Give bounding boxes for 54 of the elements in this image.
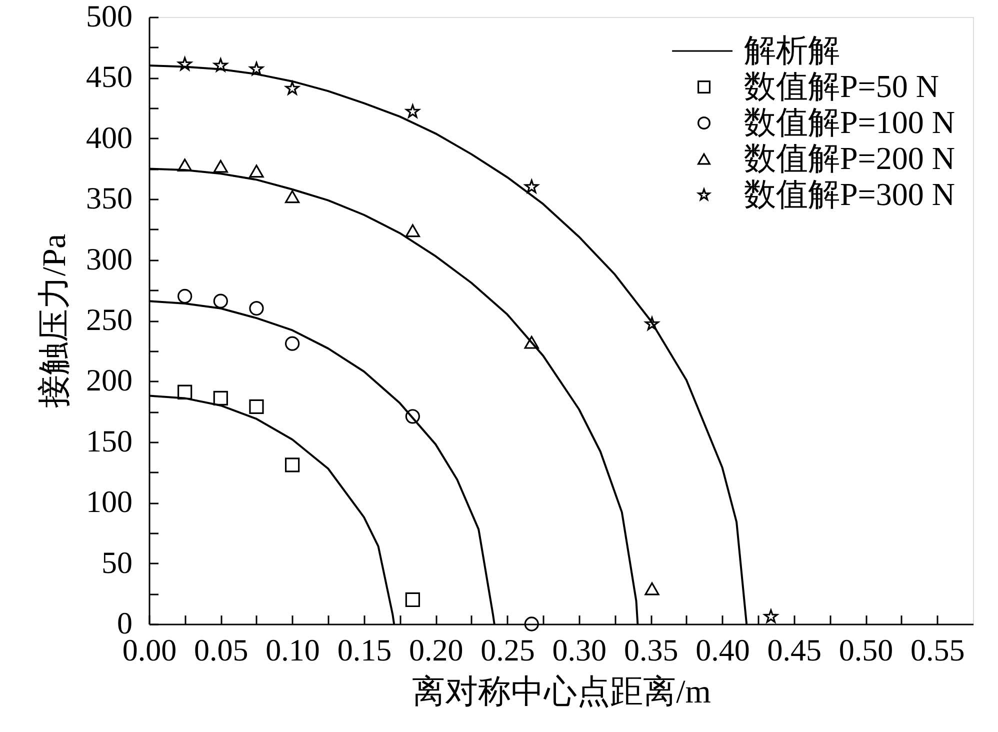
x-tick-label: 0.20 xyxy=(408,632,464,668)
legend-label: 数值解P=300 N xyxy=(744,176,955,212)
y-tick-label: 300 xyxy=(86,241,132,276)
point xyxy=(284,336,300,351)
y-tick-label: 100 xyxy=(86,484,132,520)
point xyxy=(764,609,778,623)
x-tick-label: 0.55 xyxy=(910,632,965,668)
legend-label: 数值解P=100 N xyxy=(744,104,955,140)
x-tick-label: 0.30 xyxy=(552,632,607,668)
point xyxy=(213,390,228,406)
point xyxy=(524,180,539,194)
point xyxy=(644,582,660,596)
y-tick-label: 350 xyxy=(86,180,132,216)
point xyxy=(178,57,192,70)
legend-label: 解析解 xyxy=(744,32,840,68)
point xyxy=(284,190,300,204)
y-axis-title: 接触压力/Pa xyxy=(37,234,73,408)
point xyxy=(178,158,192,172)
point xyxy=(249,164,264,178)
y-tick-label: 500 xyxy=(86,0,132,34)
point xyxy=(214,58,228,72)
legend-label: 数值解P=200 N xyxy=(744,140,955,176)
point xyxy=(249,399,264,414)
point xyxy=(524,336,539,349)
point xyxy=(405,592,420,608)
y-tick-label: 50 xyxy=(102,544,132,580)
x-tick-label: 0.25 xyxy=(480,632,535,668)
legend-label: 数值解P=50 N xyxy=(744,68,939,104)
x-tick-label: 0.15 xyxy=(337,632,392,668)
x-tick-label: 0.10 xyxy=(266,632,320,668)
x-tick-label: 0.40 xyxy=(696,632,750,668)
point xyxy=(213,294,228,308)
x-tick-label: 0.50 xyxy=(838,632,894,668)
point xyxy=(249,62,264,76)
point xyxy=(405,409,420,424)
point xyxy=(405,224,420,238)
point xyxy=(284,458,300,472)
point xyxy=(285,81,300,95)
point xyxy=(213,160,228,173)
x-tick-label: 0.35 xyxy=(624,632,678,668)
y-tick-label: 450 xyxy=(86,59,132,94)
x-axis-title: 离对称中心点距离/m xyxy=(412,674,712,710)
x-tick-label: 0.45 xyxy=(767,632,822,668)
y-tick-label: 250 xyxy=(86,302,132,337)
x-tick-label: 0.05 xyxy=(194,632,248,668)
y-tick-label: 400 xyxy=(86,120,132,155)
y-tick-label: 150 xyxy=(86,423,132,458)
point xyxy=(406,104,420,118)
point xyxy=(249,301,264,316)
point xyxy=(645,316,659,330)
y-tick-label: 200 xyxy=(86,362,132,398)
point xyxy=(178,288,192,304)
point xyxy=(178,384,192,400)
point xyxy=(524,616,539,632)
